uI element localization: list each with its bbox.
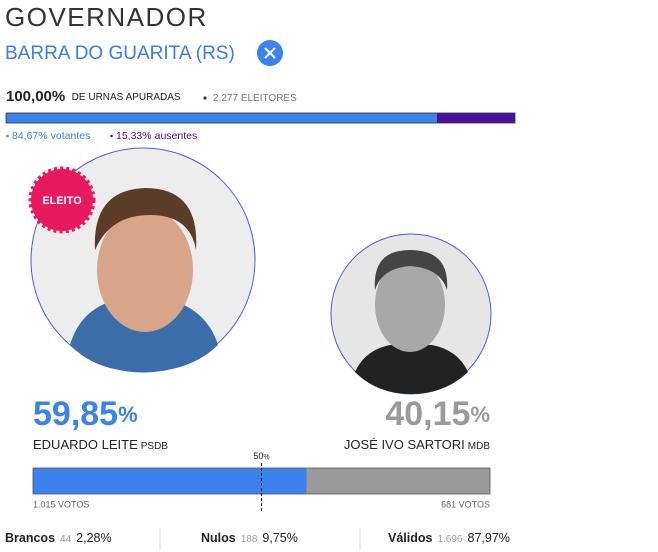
summary-votes: 1.696: [437, 534, 462, 545]
midpoint-number: 50: [253, 451, 263, 461]
summary-percent: 9,75%: [262, 531, 297, 545]
percent-unit: %: [118, 402, 138, 427]
name: JOSÉ IVO SARTORI: [344, 437, 465, 452]
turnout-percent: 84,67%: [12, 130, 48, 142]
party: PSDB: [141, 441, 169, 452]
summary-votes: 188: [241, 534, 258, 545]
summary-votes: 44: [60, 534, 72, 545]
summary-percent: 87,97%: [468, 531, 510, 545]
hair: [374, 250, 448, 290]
separator-dot: [203, 96, 207, 100]
legend-dot: [110, 134, 113, 138]
candidate-votes: 681 VOTOS: [441, 499, 490, 509]
turnout-legend: 84,67% votantes: [12, 130, 90, 142]
turnout-legend: 15,33% ausentes: [116, 130, 197, 142]
candidate-bar: [306, 468, 490, 494]
electors-line: 2.277 ELEITORES: [213, 93, 297, 104]
midpoint-unit: %: [263, 454, 269, 461]
title: GOVERNADOR: [5, 2, 208, 32]
candidate-name: JOSÉ IVO SARTORI MDB: [344, 437, 490, 452]
candidate-name: EDUARDO LEITE PSDB: [33, 437, 168, 452]
name: EDUARDO LEITE: [33, 437, 138, 452]
summary-label: Brancos: [5, 531, 55, 545]
location: BARRA DO GUARITA (RS): [5, 43, 235, 64]
summary-item: Brancos 44 2,28%: [5, 531, 112, 545]
face: [97, 208, 193, 332]
summary-item: Nulos 188 9,75%: [201, 531, 298, 545]
summary-label: Nulos: [201, 531, 236, 545]
summary-item: Válidos 1.696 87,97%: [388, 531, 510, 545]
shirt: [70, 300, 218, 372]
apuracao-line: 100,00% DE URNAS APURADAS: [6, 88, 181, 105]
apuracao-percent: 100,00%: [6, 88, 65, 105]
summary-label: Válidos: [388, 531, 433, 545]
bar-border: [5, 112, 516, 124]
candidate-percent: 59,85%: [33, 395, 138, 433]
badge-text: ELEITO: [42, 195, 82, 207]
apuracao-label: DE URNAS APURADAS: [72, 92, 181, 103]
turnout-percent: 15,33%: [116, 130, 152, 142]
suit: [355, 345, 468, 394]
photo-right: [330, 233, 492, 395]
close-icon[interactable]: [264, 47, 276, 59]
electors-label: ELEITORES: [241, 93, 297, 104]
percent-number: 40,15: [385, 395, 470, 433]
legend-dot: [6, 134, 9, 138]
close-button[interactable]: [257, 40, 283, 66]
face: [375, 258, 445, 352]
summary: Brancos 44 2,28% Nulos 188 9,75% Válidos 1.696 8…: [5, 531, 510, 545]
voters-bar: [6, 113, 437, 123]
badge: ELEITO: [28, 166, 96, 234]
percent-number: 59,85: [33, 395, 118, 433]
turnout-bar: 84,67% votantes 15,33% ausentes: [5, 112, 516, 142]
midpoint-label: 50%: [253, 451, 269, 461]
party: MDB: [468, 441, 491, 452]
percent-unit: %: [470, 402, 490, 427]
absent-bar: [436, 113, 515, 123]
electors: 2.277: [213, 93, 238, 104]
summary-percent: 2,28%: [76, 531, 111, 545]
turnout-text: ausentes: [155, 130, 198, 142]
candidate-votes: 1.015 VOTOS: [33, 499, 89, 509]
hair: [94, 188, 197, 250]
candidates: 59,85% EDUARDO LEITE PSDB 1.015 VOTOS 40,15%…: [32, 395, 491, 512]
candidate-bar: [33, 468, 307, 494]
badge-shape: [28, 166, 96, 234]
turnout-text: votantes: [51, 130, 91, 142]
candidate-percent: 40,15%: [385, 395, 490, 433]
